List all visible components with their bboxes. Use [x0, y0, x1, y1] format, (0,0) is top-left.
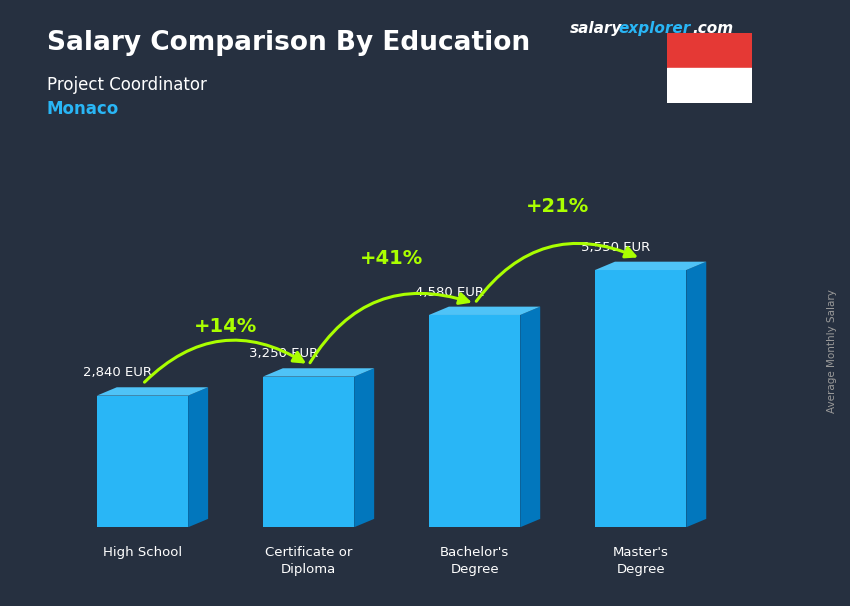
- Polygon shape: [686, 262, 706, 527]
- Polygon shape: [97, 396, 188, 527]
- Polygon shape: [97, 387, 208, 396]
- Text: High School: High School: [103, 546, 182, 559]
- Polygon shape: [595, 262, 706, 270]
- Text: +21%: +21%: [526, 198, 589, 216]
- Polygon shape: [429, 315, 520, 527]
- Text: Monaco: Monaco: [47, 100, 119, 118]
- Text: Salary Comparison By Education: Salary Comparison By Education: [47, 30, 530, 56]
- Text: Bachelor's
Degree: Bachelor's Degree: [440, 546, 509, 576]
- Text: Average Monthly Salary: Average Monthly Salary: [827, 290, 837, 413]
- Text: +41%: +41%: [360, 248, 423, 268]
- Text: 2,840 EUR: 2,840 EUR: [83, 367, 152, 379]
- Text: 3,250 EUR: 3,250 EUR: [249, 347, 318, 361]
- Text: 4,580 EUR: 4,580 EUR: [415, 286, 484, 299]
- Bar: [667, 68, 752, 103]
- Text: Master's
Degree: Master's Degree: [613, 546, 669, 576]
- Polygon shape: [595, 270, 686, 527]
- Polygon shape: [263, 368, 374, 376]
- Polygon shape: [520, 307, 541, 527]
- Bar: [667, 33, 752, 68]
- Text: +14%: +14%: [194, 317, 258, 336]
- Polygon shape: [263, 376, 354, 527]
- Text: 5,550 EUR: 5,550 EUR: [581, 241, 650, 254]
- Text: Certificate or
Diploma: Certificate or Diploma: [265, 546, 352, 576]
- Polygon shape: [429, 307, 541, 315]
- Text: Project Coordinator: Project Coordinator: [47, 76, 207, 94]
- Text: salary: salary: [570, 21, 622, 36]
- Polygon shape: [188, 387, 208, 527]
- Text: explorer: explorer: [619, 21, 691, 36]
- Text: .com: .com: [693, 21, 734, 36]
- Polygon shape: [354, 368, 374, 527]
